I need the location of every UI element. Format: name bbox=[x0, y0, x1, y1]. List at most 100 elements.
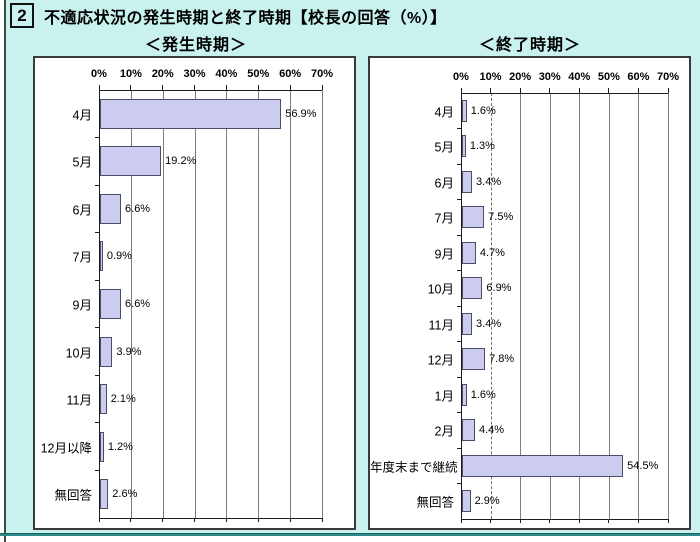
vertical-gridline bbox=[520, 93, 522, 519]
bar bbox=[462, 384, 467, 406]
category-label: 12月以降 bbox=[40, 441, 92, 456]
x-axis-tickmark-top bbox=[225, 85, 227, 90]
y-axis-row-tick bbox=[457, 305, 461, 307]
y-axis-row-tick bbox=[95, 327, 99, 329]
x-axis-tickmark-top bbox=[194, 85, 196, 90]
y-axis-row-tick bbox=[457, 483, 461, 484]
bar-value-label: 1.3% bbox=[469, 140, 495, 153]
bar bbox=[100, 479, 108, 509]
bar bbox=[462, 419, 475, 441]
chart-panel-end: 0% 10% 20% 30% 40% 50% 60% 70% 4月 1.6% 5月 1.3% 6月 3.4… bbox=[368, 56, 691, 530]
x-axis-tickmark-top bbox=[130, 85, 132, 90]
category-label: 無回答 bbox=[416, 495, 454, 510]
vertical-gridline bbox=[490, 93, 492, 519]
section-number-box: 2 bbox=[10, 3, 34, 28]
bar bbox=[100, 289, 121, 319]
bar-value-label: 6.6% bbox=[125, 202, 151, 215]
x-axis-tickmark-top bbox=[321, 85, 323, 90]
category-label: 11月 bbox=[428, 318, 454, 333]
x-axis-tickmark-bottom bbox=[130, 518, 132, 522]
x-axis-tickmark-top bbox=[460, 88, 462, 93]
vertical-gridline bbox=[608, 93, 610, 519]
x-axis-tick-label: 10% bbox=[479, 71, 502, 83]
bar bbox=[462, 242, 476, 264]
x-axis-tickmark-bottom bbox=[549, 519, 551, 523]
vertical-gridline bbox=[638, 93, 640, 519]
bar-value-label: 4.7% bbox=[479, 246, 505, 259]
bar-value-label: 3.4% bbox=[476, 175, 502, 188]
y-axis-row-tick bbox=[457, 341, 461, 342]
x-axis-tickmark-bottom bbox=[608, 519, 610, 523]
x-axis-tickmark-top bbox=[257, 85, 259, 90]
page-header: 2 不適応状況の発生時期と終了時期【校長の回答（%）】 bbox=[10, 3, 447, 28]
y-axis-row-tick bbox=[457, 412, 461, 413]
bar-value-label: 54.5% bbox=[627, 459, 659, 472]
y-axis-row-tick bbox=[457, 270, 461, 271]
bar-value-label: 2.9% bbox=[474, 495, 500, 508]
category-label: 10月 bbox=[427, 282, 454, 297]
bar bbox=[100, 146, 161, 176]
bar bbox=[462, 206, 484, 228]
y-axis-row-tick bbox=[95, 279, 99, 281]
x-axis-bottom-line bbox=[99, 518, 322, 519]
category-label: 7月 bbox=[72, 250, 92, 265]
x-axis-tick-label: 0% bbox=[91, 68, 107, 80]
bar-value-label: 7.5% bbox=[488, 211, 514, 224]
x-axis-tick-label: 30% bbox=[183, 68, 206, 80]
vertical-gridline bbox=[322, 90, 323, 518]
bar-value-label: 56.9% bbox=[285, 107, 317, 120]
x-axis-tickmark-bottom bbox=[667, 519, 669, 523]
vertical-gridline bbox=[549, 93, 551, 519]
x-axis-tick-label: 60% bbox=[279, 68, 302, 80]
x-axis-tick-label: 60% bbox=[627, 71, 650, 83]
bar-value-label: 1.2% bbox=[107, 440, 133, 453]
bar bbox=[462, 135, 466, 157]
x-axis-tickmark-bottom bbox=[637, 519, 639, 523]
category-label: 12月 bbox=[427, 353, 454, 368]
x-axis-tick-label: 40% bbox=[568, 71, 591, 83]
x-axis-tick-label: 0% bbox=[453, 71, 469, 83]
bottom-divider-rule bbox=[0, 533, 700, 536]
x-axis-tickmark-top bbox=[98, 85, 100, 90]
bar bbox=[462, 455, 623, 477]
category-label: 4月 bbox=[72, 108, 92, 123]
y-axis-line bbox=[99, 90, 100, 518]
category-label: 1月 bbox=[434, 389, 454, 404]
x-axis-tick-label: 70% bbox=[310, 68, 334, 80]
x-axis-tickmark-top bbox=[637, 88, 639, 93]
bar-value-label: 6.9% bbox=[486, 282, 512, 295]
category-label: 年度末まで継続 bbox=[370, 460, 458, 475]
category-label: 6月 bbox=[72, 203, 92, 218]
vertical-gridline bbox=[579, 93, 581, 519]
bar bbox=[462, 490, 471, 512]
bar bbox=[462, 171, 472, 193]
x-axis-tickmark-top bbox=[549, 88, 551, 93]
y-axis-row-tick bbox=[457, 376, 461, 378]
vertical-gridline bbox=[194, 90, 196, 518]
x-axis-tick-label: 50% bbox=[597, 71, 620, 83]
bar bbox=[462, 100, 467, 122]
category-label: 無回答 bbox=[54, 488, 92, 503]
vertical-gridline bbox=[290, 90, 292, 518]
y-axis-row-tick bbox=[95, 137, 99, 139]
x-axis-tickmark-bottom bbox=[321, 518, 323, 522]
x-axis-tickmark-bottom bbox=[490, 519, 492, 523]
bar bbox=[462, 348, 485, 370]
y-axis-row-tick bbox=[95, 184, 99, 186]
x-axis-tick-label: 10% bbox=[119, 68, 142, 80]
bar-value-label: 7.8% bbox=[489, 353, 515, 366]
x-axis-tickmark-top bbox=[667, 88, 669, 93]
x-axis-tickmark-bottom bbox=[225, 518, 227, 522]
category-label: 6月 bbox=[434, 176, 454, 191]
vertical-gridline bbox=[162, 90, 164, 518]
x-axis-tickmark-bottom bbox=[257, 518, 259, 522]
x-axis-tickmark-bottom bbox=[289, 518, 291, 522]
bar-value-label: 0.9% bbox=[106, 250, 132, 263]
bar-value-label: 4.4% bbox=[479, 424, 505, 437]
category-label: 10月 bbox=[65, 346, 92, 361]
category-label: 7月 bbox=[434, 211, 454, 226]
bar-value-label: 2.1% bbox=[110, 393, 136, 406]
bar-value-label: 2.6% bbox=[112, 488, 138, 501]
category-label: 9月 bbox=[434, 247, 454, 262]
category-label: 9月 bbox=[72, 298, 92, 313]
